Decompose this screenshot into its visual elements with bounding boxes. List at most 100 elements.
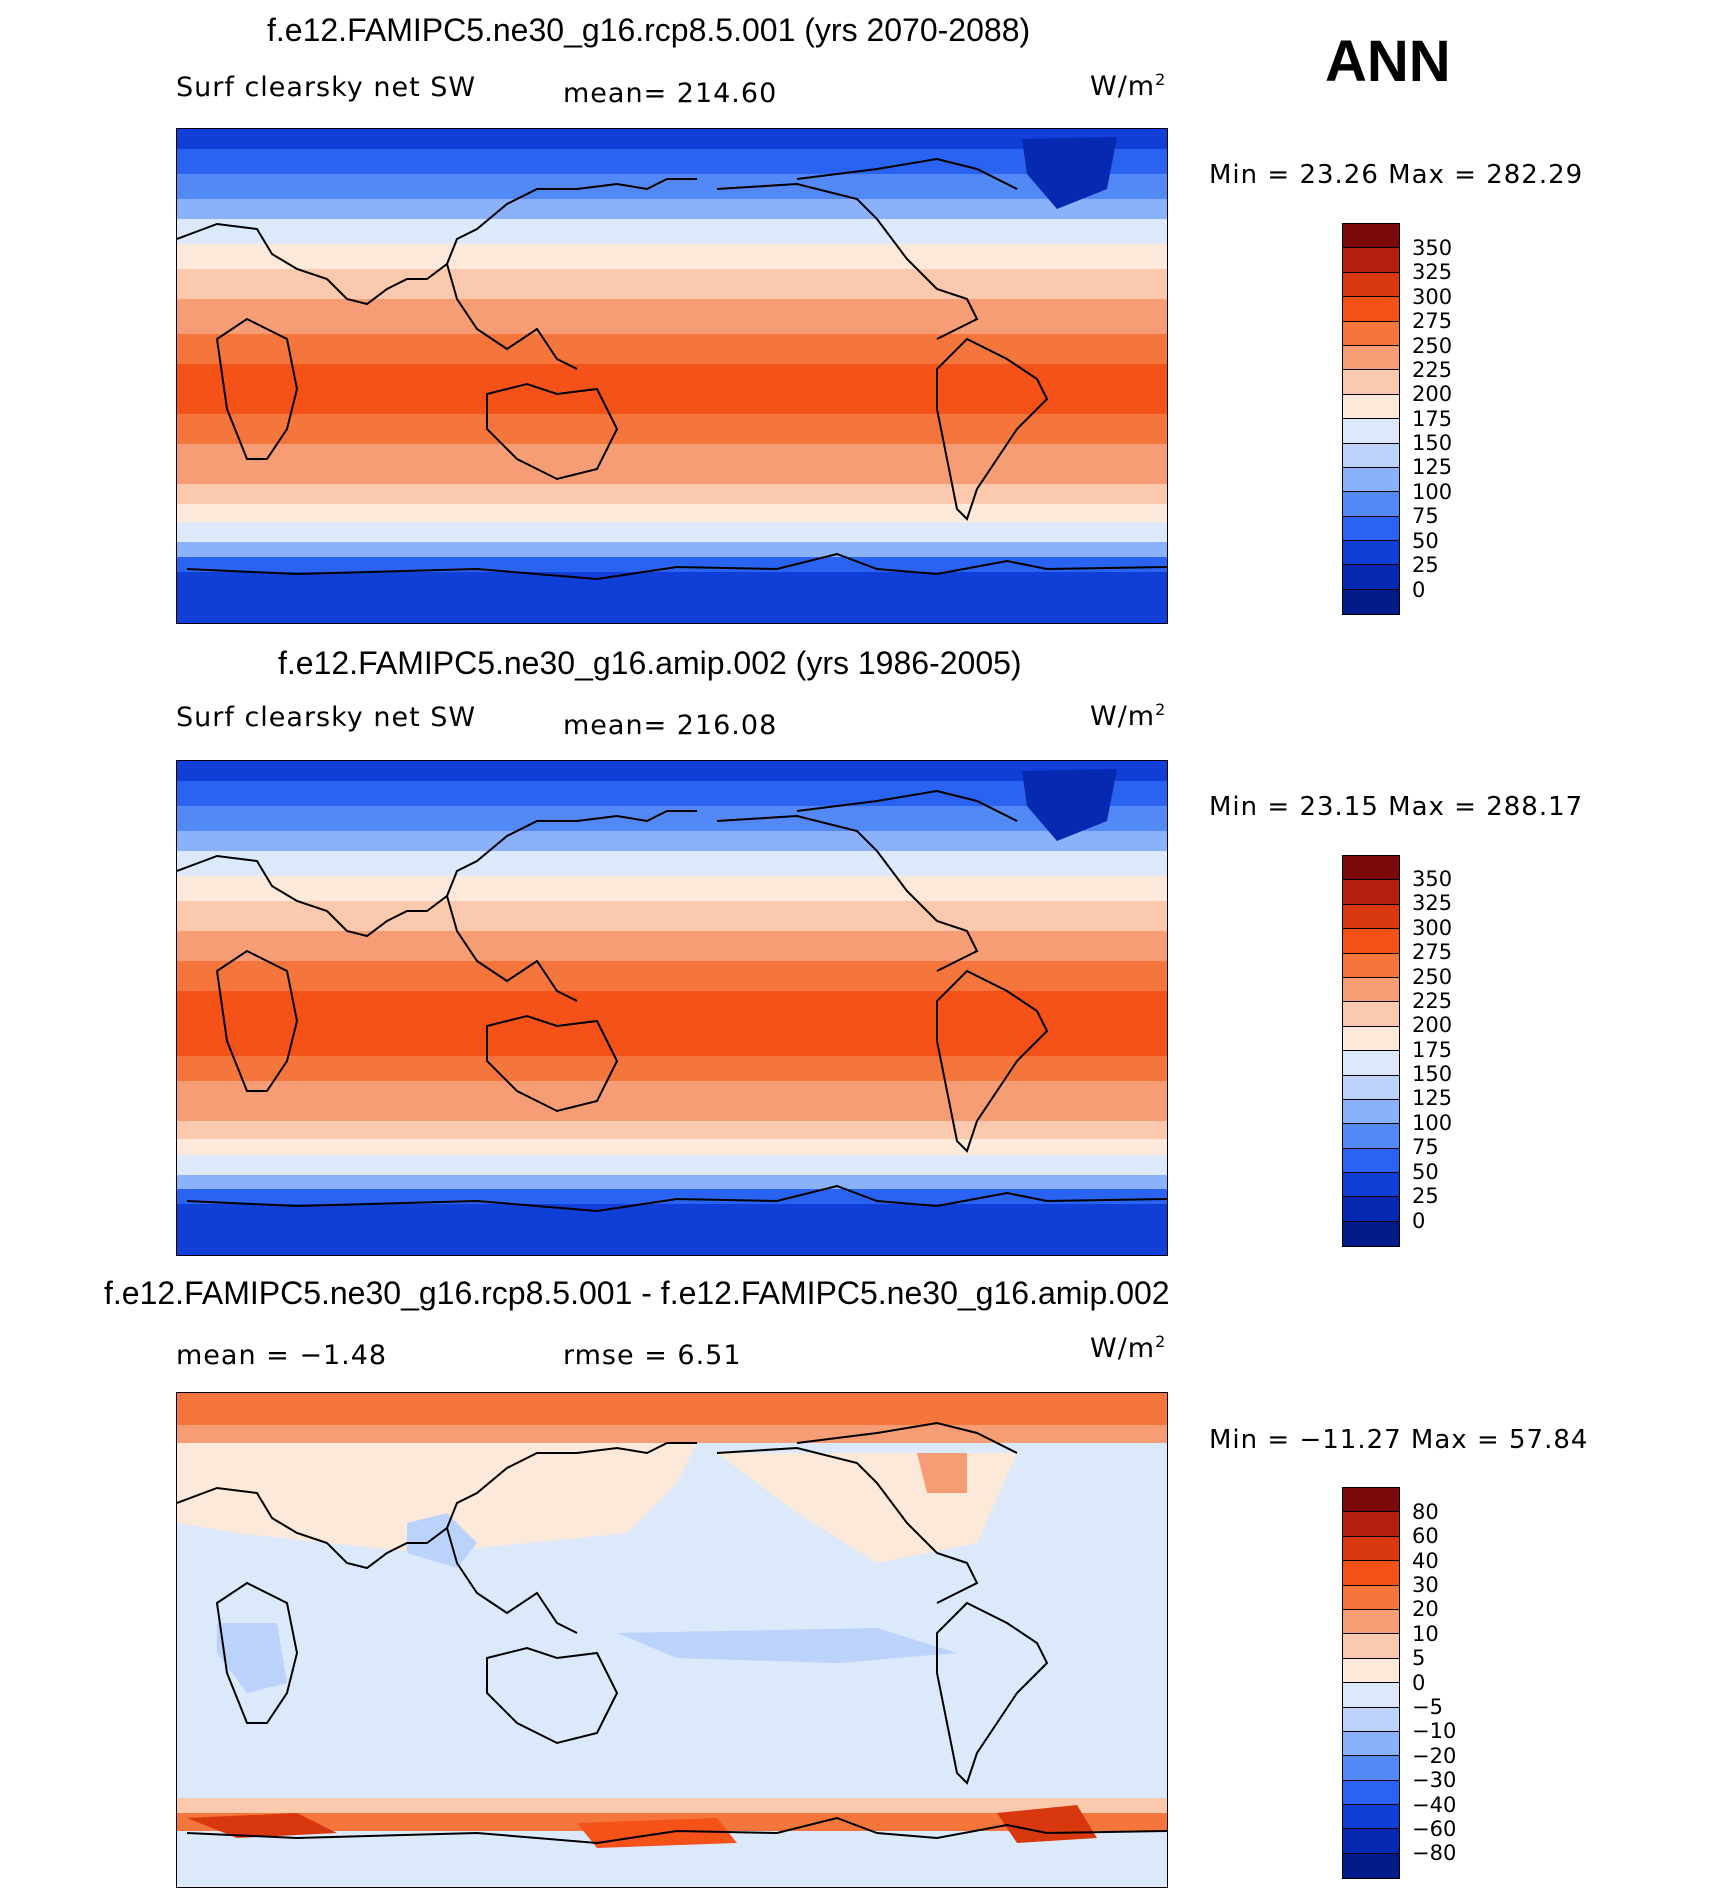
colorbar-bin bbox=[1343, 1124, 1399, 1149]
colorbar-bin bbox=[1343, 419, 1399, 444]
colorbar-tick: 50 bbox=[1412, 529, 1439, 553]
colorbar-tick: 150 bbox=[1412, 431, 1453, 455]
colorbar-tick: 0 bbox=[1412, 578, 1426, 602]
panel1-mean: mean= 214.60 bbox=[563, 78, 778, 109]
panel1-map bbox=[176, 128, 1168, 624]
panel2-title: f.e12.FAMIPC5.ne30_g16.amip.002 (yrs 198… bbox=[278, 645, 1022, 681]
colorbar-tick: 60 bbox=[1412, 1524, 1439, 1548]
colorbar-tick: 350 bbox=[1412, 867, 1453, 891]
colorbar-bin bbox=[1343, 1853, 1399, 1879]
colorbar-tick: −5 bbox=[1412, 1695, 1443, 1719]
panel2-variable: Surf clearsky net SW bbox=[176, 702, 477, 733]
colorbar-bin bbox=[1343, 1099, 1399, 1125]
colorbar-bin bbox=[1343, 492, 1399, 517]
panel3-title: f.e12.FAMIPC5.ne30_g16.rcp8.5.001 - f.e1… bbox=[104, 1275, 1170, 1311]
panel3-rmse: rmse = 6.51 bbox=[563, 1340, 742, 1371]
colorbar-bin bbox=[1343, 248, 1399, 273]
colorbar-tick: −30 bbox=[1412, 1768, 1457, 1792]
colorbar-bin bbox=[1343, 589, 1399, 615]
colorbar-tick: −60 bbox=[1412, 1817, 1457, 1841]
colorbar-bin bbox=[1343, 1026, 1399, 1052]
colorbar-bin bbox=[1343, 1075, 1399, 1100]
colorbar-tick: 20 bbox=[1412, 1597, 1439, 1621]
colorbar-bin bbox=[1343, 297, 1399, 322]
colorbar-tick: 325 bbox=[1412, 891, 1453, 915]
colorbar-tick: 175 bbox=[1412, 407, 1453, 431]
colorbar-bin bbox=[1343, 370, 1399, 395]
colorbar-bin bbox=[1343, 394, 1399, 420]
colorbar-tick: −80 bbox=[1412, 1841, 1457, 1865]
colorbar-bin bbox=[1343, 856, 1399, 881]
panel2-map bbox=[176, 760, 1168, 1256]
colorbar-tick: 325 bbox=[1412, 260, 1453, 284]
panel2-minmax: Min = 23.15 Max = 288.17 bbox=[1209, 792, 1584, 822]
colorbar-bin bbox=[1343, 1731, 1399, 1757]
colorbar-bin bbox=[1343, 1780, 1399, 1806]
colorbar-bin bbox=[1343, 1051, 1399, 1076]
colorbar-tick: 75 bbox=[1412, 504, 1439, 528]
colorbar-bin bbox=[1343, 1805, 1399, 1830]
colorbar-tick: −10 bbox=[1412, 1719, 1457, 1743]
panel1-variable: Surf clearsky net SW bbox=[176, 72, 477, 103]
colorbar-tick: 225 bbox=[1412, 358, 1453, 382]
colorbar-bin bbox=[1343, 516, 1399, 542]
panel3-mean: mean = −1.48 bbox=[176, 1340, 388, 1371]
colorbar-tick: 275 bbox=[1412, 309, 1453, 333]
colorbar-bin bbox=[1343, 1658, 1399, 1684]
colorbar-tick: 275 bbox=[1412, 940, 1453, 964]
colorbar-tick: 100 bbox=[1412, 1111, 1453, 1135]
colorbar-tick: 125 bbox=[1412, 1086, 1453, 1110]
colorbar-tick: 5 bbox=[1412, 1646, 1426, 1670]
colorbar-tick: 10 bbox=[1412, 1622, 1439, 1646]
colorbar-tick: −20 bbox=[1412, 1744, 1457, 1768]
colorbar-tick: 175 bbox=[1412, 1038, 1453, 1062]
colorbar-bin bbox=[1343, 1707, 1399, 1732]
colorbar-tick: 250 bbox=[1412, 965, 1453, 989]
panel1-title: f.e12.FAMIPC5.ne30_g16.rcp8.5.001 (yrs 2… bbox=[267, 12, 1031, 48]
colorbar-tick: 25 bbox=[1412, 1184, 1439, 1208]
colorbar-bin bbox=[1343, 1683, 1399, 1708]
panel2-mean: mean= 216.08 bbox=[563, 710, 778, 741]
colorbar-tick: 75 bbox=[1412, 1135, 1439, 1159]
panel2-units: W/m2 bbox=[1090, 700, 1167, 732]
colorbar-bin bbox=[1343, 224, 1399, 249]
colorbar-bin bbox=[1343, 1512, 1399, 1537]
colorbar-bin bbox=[1343, 977, 1399, 1003]
colorbar-bin bbox=[1343, 565, 1399, 590]
colorbar-bin bbox=[1343, 929, 1399, 954]
colorbar-bin bbox=[1343, 1536, 1399, 1562]
colorbar-tick: 225 bbox=[1412, 989, 1453, 1013]
panel3-map bbox=[176, 1392, 1168, 1888]
colorbar-tick: −40 bbox=[1412, 1793, 1457, 1817]
colorbar-tick: 0 bbox=[1412, 1671, 1426, 1695]
colorbar-bin bbox=[1343, 1148, 1399, 1174]
colorbar-bin bbox=[1343, 321, 1399, 346]
colorbar-bin bbox=[1343, 1488, 1399, 1513]
colorbar-bin bbox=[1343, 1585, 1399, 1610]
colorbar-bin bbox=[1343, 1197, 1399, 1222]
colorbar-tick: 30 bbox=[1412, 1573, 1439, 1597]
colorbar-tick: 250 bbox=[1412, 334, 1453, 358]
colorbar-bin bbox=[1343, 467, 1399, 493]
panel3-colorbar bbox=[1342, 1487, 1400, 1880]
colorbar-bin bbox=[1343, 1609, 1399, 1635]
colorbar-bin bbox=[1343, 443, 1399, 468]
colorbar-bin bbox=[1343, 1173, 1399, 1198]
colorbar-tick: 300 bbox=[1412, 916, 1453, 940]
colorbar-bin bbox=[1343, 272, 1399, 298]
colorbar-tick: 125 bbox=[1412, 455, 1453, 479]
colorbar-tick: 350 bbox=[1412, 236, 1453, 260]
colorbar-tick: 200 bbox=[1412, 1013, 1453, 1037]
colorbar-tick: 50 bbox=[1412, 1160, 1439, 1184]
colorbar-tick: 100 bbox=[1412, 480, 1453, 504]
colorbar-bin bbox=[1343, 953, 1399, 978]
colorbar-tick: 0 bbox=[1412, 1209, 1426, 1233]
colorbar-bin bbox=[1343, 880, 1399, 905]
colorbar-bin bbox=[1343, 1756, 1399, 1781]
panel3-minmax: Min = −11.27 Max = 57.84 bbox=[1209, 1425, 1589, 1455]
colorbar-bin bbox=[1343, 904, 1399, 930]
colorbar-bin bbox=[1343, 345, 1399, 371]
colorbar-bin bbox=[1343, 1002, 1399, 1027]
season-label: ANN bbox=[1325, 29, 1451, 94]
panel1-colorbar bbox=[1342, 223, 1400, 616]
